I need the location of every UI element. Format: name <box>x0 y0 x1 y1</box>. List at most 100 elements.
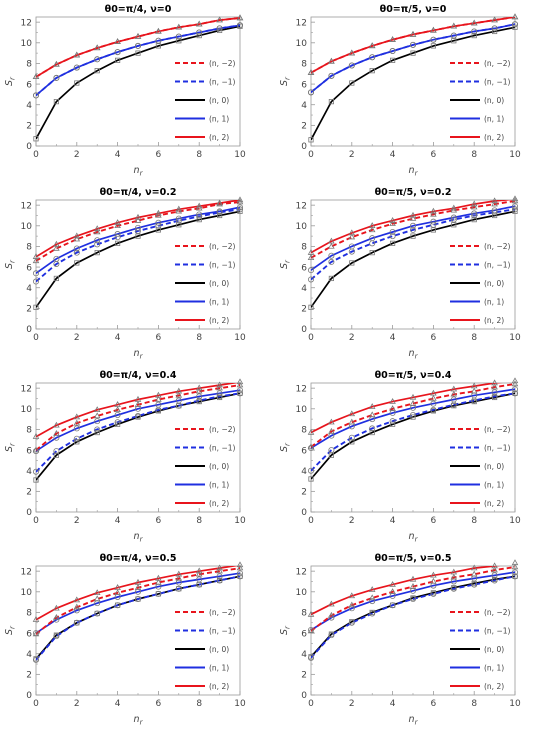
data-point-circle <box>307 267 314 274</box>
data-point-square <box>135 596 141 602</box>
data-point-triangle <box>73 596 81 603</box>
y-tick-label: 10 <box>296 588 308 598</box>
data-point-circle <box>216 573 223 580</box>
data-point-triangle <box>73 603 81 610</box>
data-point-triangle <box>307 254 315 260</box>
y-tick-label: 0 <box>301 325 307 335</box>
data-point-triangle <box>114 38 121 44</box>
data-point-triangle <box>491 379 498 386</box>
y-tick-label: 12 <box>21 18 32 28</box>
data-point-triangle <box>216 567 223 574</box>
data-point-circle <box>134 588 141 595</box>
data-point-square <box>53 452 60 458</box>
data-point-triangle <box>368 222 376 229</box>
x-tick-label: 6 <box>156 516 162 526</box>
y-tick-label: 12 <box>21 567 32 577</box>
data-point-triangle <box>32 253 40 259</box>
y-tick-label: 4 <box>301 284 307 294</box>
data-point-square <box>74 260 80 266</box>
y-tick-label: 8 <box>26 609 32 619</box>
y-tick-label: 0 <box>26 325 32 335</box>
data-point-triangle <box>216 381 223 388</box>
data-point-triangle <box>216 16 223 23</box>
data-point-triangle <box>348 229 356 236</box>
data-point-triangle <box>195 202 203 209</box>
data-point-circle <box>114 411 121 418</box>
chart-title: θ0=π/4, ν=0.5 <box>100 553 177 564</box>
data-point-triangle <box>491 383 498 390</box>
data-point-square <box>308 476 314 482</box>
x-tick-label: 0 <box>308 516 314 526</box>
y-tick-label: 10 <box>21 405 33 415</box>
data-point-triangle <box>114 584 121 590</box>
data-point-circle <box>430 36 437 43</box>
data-point-circle <box>389 48 396 55</box>
chart-panel-3: θ0=π/4, ν=0.2 0 2 4 6 8 10 0 2 4 6 8 10 12 nr Sr (n, −2)… <box>4 187 246 361</box>
y-tick-label: 4 <box>26 467 32 477</box>
data-point-circle <box>73 425 80 432</box>
data-point-square <box>115 240 121 246</box>
data-point-circle <box>175 579 182 586</box>
data-point-triangle <box>53 244 60 251</box>
data-point-square <box>430 590 437 596</box>
data-point-triangle <box>32 73 40 80</box>
data-point-square <box>237 208 243 214</box>
data-point-triangle <box>511 563 519 570</box>
data-point-square <box>369 609 375 616</box>
y-tick-label: 4 <box>301 101 307 111</box>
data-point-square <box>53 632 60 638</box>
data-point-circle <box>196 213 203 220</box>
data-point-square <box>74 620 80 626</box>
y-tick-label: 4 <box>26 650 32 660</box>
data-point-triangle <box>216 199 223 206</box>
data-point-square <box>308 654 314 660</box>
data-point-triangle <box>73 51 81 58</box>
data-point-square <box>328 275 335 282</box>
data-point-square <box>135 414 141 420</box>
data-point-triangle <box>450 204 458 211</box>
x-tick-label: 4 <box>390 150 396 160</box>
legend-label-5: (n, 2) <box>209 316 229 325</box>
data-point-square <box>135 233 141 239</box>
data-point-circle <box>389 233 396 240</box>
legend-label-1: (n, −2) <box>209 59 236 68</box>
data-point-circle <box>73 64 80 71</box>
data-point-triangle <box>216 564 223 571</box>
legend-label-1: (n, −2) <box>484 242 511 251</box>
data-point-triangle <box>93 44 101 51</box>
data-point-square <box>33 304 39 310</box>
y-tick-label: 6 <box>26 80 32 90</box>
data-point-triangle <box>134 213 142 220</box>
data-point-triangle <box>307 69 315 75</box>
chart-panel-8: θ0=π/5, ν=0.5 0 2 4 6 8 10 0 2 4 6 8 10 12 nr Sr (n, −2)… <box>279 553 521 727</box>
data-point-circle <box>236 387 243 394</box>
x-tick-label: 2 <box>74 699 80 709</box>
data-point-triangle <box>32 446 40 453</box>
data-point-circle <box>33 92 40 99</box>
data-point-triangle <box>348 592 356 599</box>
x-tick-label: 0 <box>33 699 39 709</box>
data-point-triangle <box>236 14 244 21</box>
data-point-square <box>389 602 396 608</box>
data-point-square <box>216 212 223 219</box>
data-point-triangle <box>236 378 244 385</box>
y-tick-label: 0 <box>26 142 32 152</box>
data-point-square <box>216 394 223 401</box>
data-point-triangle <box>430 210 437 217</box>
x-axis-label: nr <box>134 714 144 727</box>
x-tick-label: 6 <box>156 699 162 709</box>
data-point-triangle <box>409 393 417 400</box>
data-point-circle <box>307 467 314 474</box>
data-point-circle <box>307 654 314 661</box>
x-tick-label: 2 <box>349 333 355 343</box>
data-point-triangle <box>195 567 203 574</box>
series-line-1 <box>311 200 515 259</box>
series-line-1 <box>36 201 240 262</box>
data-point-triangle <box>470 19 478 26</box>
data-point-circle <box>94 241 101 248</box>
data-point-square <box>328 452 335 458</box>
data-point-circle <box>196 211 203 218</box>
data-point-circle <box>33 468 40 475</box>
data-point-triangle <box>389 220 396 226</box>
series-line-4 <box>36 389 240 452</box>
